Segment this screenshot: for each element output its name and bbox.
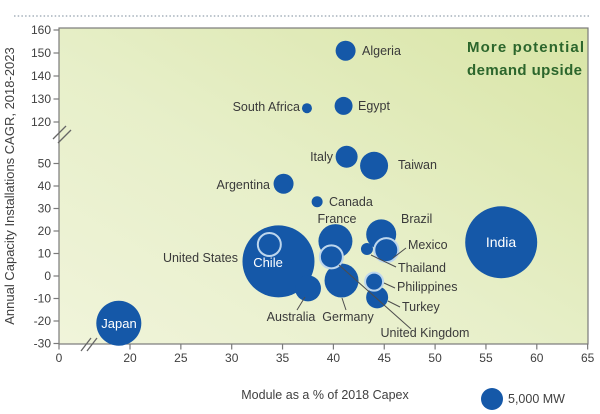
label-argentina: Argentina [216, 178, 270, 192]
y-tick-label: 130 [31, 92, 51, 106]
label-japan: Japan [101, 316, 136, 331]
axis-ticks: 0 20 25 30 35 40 45 50 55 60 65 160 150 140 130 120 50 40… [31, 23, 595, 365]
axis-break-slash [80, 337, 92, 352]
bubble-india [465, 206, 538, 279]
bubble-taiwan [360, 151, 389, 180]
leader-australia [296, 296, 306, 311]
bubble-australia [294, 275, 321, 302]
annotation-line2: demand upside [467, 62, 582, 79]
y-axis-title: Annual Capacity Installations CAGR, 2018… [2, 47, 17, 325]
y-tick-label: 0 [44, 269, 51, 283]
x-axis-title: Module as a % of 2018 Capex [241, 388, 409, 402]
bubbles [96, 40, 538, 346]
x-tick-label: 50 [428, 351, 442, 365]
x-tick-label: 35 [276, 351, 290, 365]
bubble-egypt [334, 96, 353, 115]
leader-mexico [392, 247, 407, 259]
x-tick-label: 40 [327, 351, 341, 365]
y-tick-label: 140 [31, 69, 51, 83]
country-labels: United States India Japan France Germany Aust… [101, 44, 516, 340]
label-egypt: Egypt [358, 99, 390, 113]
legend-label: 5,000 MW [508, 392, 565, 406]
y-tick-label: 120 [31, 115, 51, 129]
x-tick-label: 30 [225, 351, 239, 365]
y-tick-label: 40 [38, 179, 52, 193]
axis-break-marks [52, 125, 98, 352]
axis-break-slash [86, 337, 98, 352]
label-australia: Australia [267, 310, 316, 324]
legend: 5,000 MW [481, 388, 565, 410]
annotation-line1: More potential [467, 39, 584, 56]
bubble-thailand [360, 243, 373, 255]
bubble-turkey [366, 286, 389, 309]
y-tick-label: 150 [31, 46, 51, 60]
label-india: India [486, 234, 517, 250]
bubble-algeria [335, 40, 356, 61]
label-united-kingdom: United Kingdom [381, 326, 470, 340]
bubble-japan [96, 300, 142, 346]
leader-lines [296, 247, 412, 330]
label-germany: Germany [322, 310, 374, 324]
legend-bubble [481, 388, 503, 410]
label-philippines: Philippines [397, 280, 457, 294]
bubble-united-kingdom [318, 244, 344, 270]
label-south-africa: South Africa [233, 100, 300, 114]
axis-break-slash [52, 125, 67, 140]
leader-thailand [370, 254, 397, 268]
leader-philippines [383, 282, 396, 289]
label-chile: Chile [253, 255, 283, 270]
y-tick-label: 50 [38, 157, 52, 171]
bubble-canada [311, 196, 323, 208]
label-united-states: United States [163, 251, 238, 265]
label-italy: Italy [310, 150, 334, 164]
label-canada: Canada [329, 195, 373, 209]
label-thailand: Thailand [398, 261, 446, 275]
axis-break-slash [57, 129, 72, 144]
bubble-argentina [273, 173, 294, 194]
label-france: France [318, 212, 357, 226]
bubble-germany [324, 263, 359, 298]
bubble-philippines [364, 271, 385, 292]
x-tick-label: 0 [56, 351, 63, 365]
x-tick-label: 60 [530, 351, 544, 365]
y-tick-label: 10 [38, 247, 52, 261]
bubble-south-africa [301, 103, 312, 114]
y-tick-label: -20 [34, 314, 52, 328]
y-tick-label: -10 [34, 292, 52, 306]
label-algeria: Algeria [362, 44, 401, 58]
leader-germany [341, 297, 347, 311]
bubble-chile [256, 232, 282, 257]
x-tick-label: 55 [479, 351, 493, 365]
leader-turkey [387, 300, 401, 308]
annotation: More potential demand upside [467, 39, 584, 79]
label-turkey: Turkey [402, 300, 440, 314]
bubble-italy [335, 145, 358, 168]
label-mexico: Mexico [408, 238, 448, 252]
y-tick-label: 20 [38, 224, 52, 238]
label-brazil: Brazil [401, 212, 432, 226]
y-tick-label: -30 [34, 337, 52, 351]
x-tick-label: 45 [378, 351, 392, 365]
leader-united-kingdom [338, 264, 412, 330]
label-taiwan: Taiwan [398, 158, 437, 172]
y-tick-label: 160 [31, 23, 51, 37]
x-tick-label: 65 [581, 351, 595, 365]
plot-area [58, 27, 589, 345]
x-tick-label: 25 [174, 351, 188, 365]
x-tick-label: 20 [123, 351, 137, 365]
y-tick-label: 30 [38, 202, 52, 216]
